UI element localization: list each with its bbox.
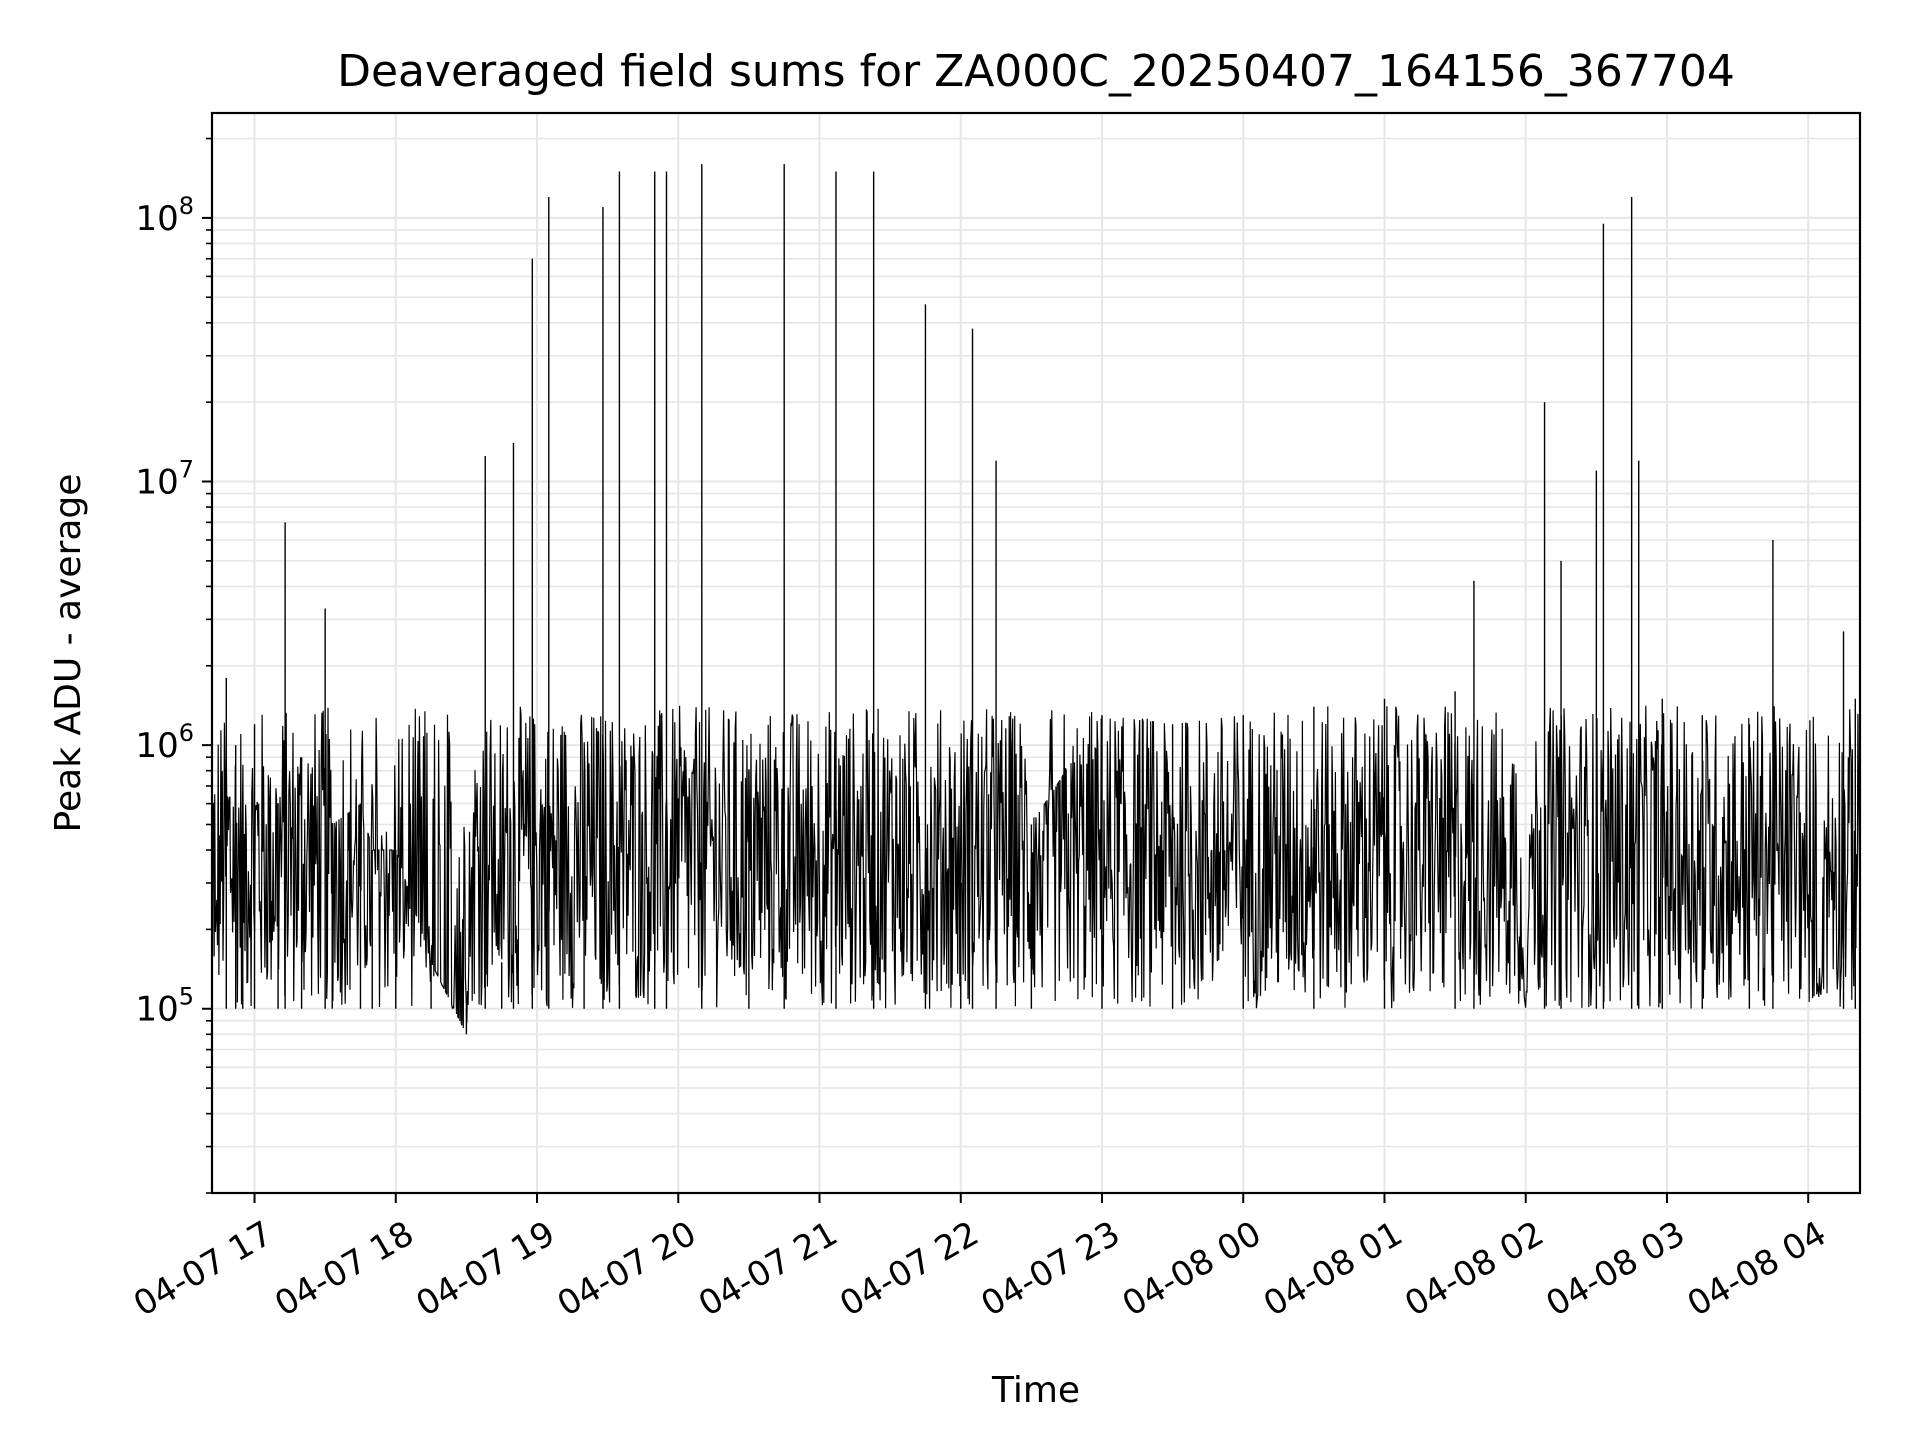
- y-tick-label: 106: [135, 719, 194, 766]
- y-tick-label: 108: [135, 192, 194, 239]
- y-tick-label: 107: [135, 456, 194, 503]
- chart-title: Deaveraged field sums for ZA000C_2025040…: [337, 46, 1735, 97]
- y-axis-title: Peak ADU - average: [48, 474, 89, 833]
- x-axis-title: Time: [991, 1370, 1080, 1411]
- series-layer: [211, 164, 1861, 1035]
- grid-lines: [212, 113, 1860, 1194]
- y-axis-ticks: 105 106 107 108: [135, 137, 212, 1194]
- plot-frame: [210, 111, 1862, 1195]
- y-tick-label: 105: [135, 983, 194, 1030]
- series-line: [211, 705, 1861, 1029]
